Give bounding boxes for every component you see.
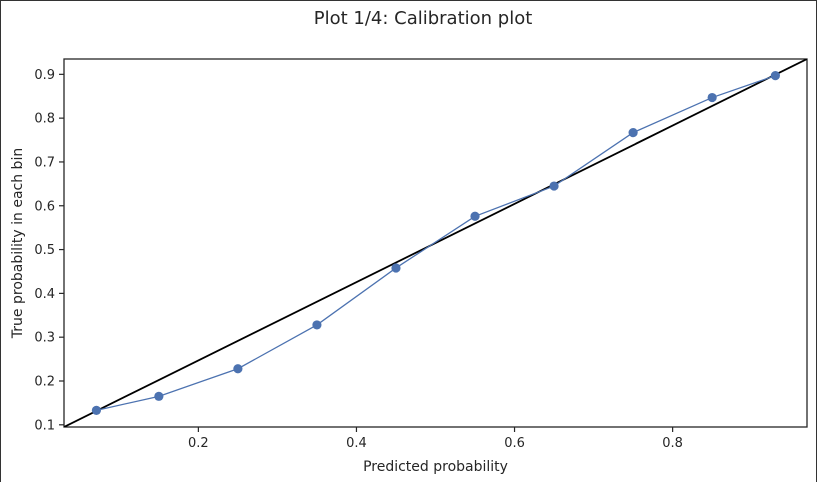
x-axis: 0.2 0.4 0.6 0.8 bbox=[188, 427, 683, 451]
calibration-point bbox=[154, 391, 164, 401]
calibration-point bbox=[91, 405, 102, 415]
perfect-calibration-line bbox=[64, 59, 807, 427]
y-tick-label: 0.1 bbox=[34, 418, 55, 433]
calibration-point bbox=[549, 181, 559, 191]
chart-title: Plot 1/4: Calibration plot bbox=[314, 8, 533, 29]
x-tick-label: 0.6 bbox=[504, 436, 525, 451]
calibration-point bbox=[770, 71, 780, 81]
y-tick-label: 0.3 bbox=[34, 331, 55, 346]
x-tick-label: 0.2 bbox=[188, 436, 209, 451]
calibration-point bbox=[391, 263, 401, 273]
y-axis-label: True probability in each bin bbox=[10, 148, 26, 339]
calibration-point bbox=[628, 128, 638, 138]
calibration-point bbox=[233, 364, 243, 374]
x-axis-label: Predicted probability bbox=[363, 459, 508, 475]
y-tick-label: 0.5 bbox=[34, 243, 55, 258]
x-tick-label: 0.8 bbox=[662, 436, 683, 451]
y-axis: 0.1 0.2 0.3 0.4 0.5 0.6 0.7 0.8 0.9 bbox=[34, 68, 64, 433]
calibration-point bbox=[707, 92, 717, 103]
x-tick-label: 0.4 bbox=[346, 436, 367, 451]
plot-content bbox=[64, 59, 807, 427]
y-tick-label: 0.9 bbox=[34, 68, 55, 83]
calibration-point bbox=[312, 320, 322, 330]
y-tick-label: 0.6 bbox=[34, 199, 55, 214]
calibration-point bbox=[470, 211, 480, 221]
y-tick-label: 0.7 bbox=[34, 155, 55, 170]
y-tick-label: 0.4 bbox=[34, 287, 55, 302]
y-tick-label: 0.2 bbox=[34, 375, 55, 390]
y-tick-label: 0.8 bbox=[34, 112, 55, 127]
calibration-series-line bbox=[96, 75, 776, 411]
